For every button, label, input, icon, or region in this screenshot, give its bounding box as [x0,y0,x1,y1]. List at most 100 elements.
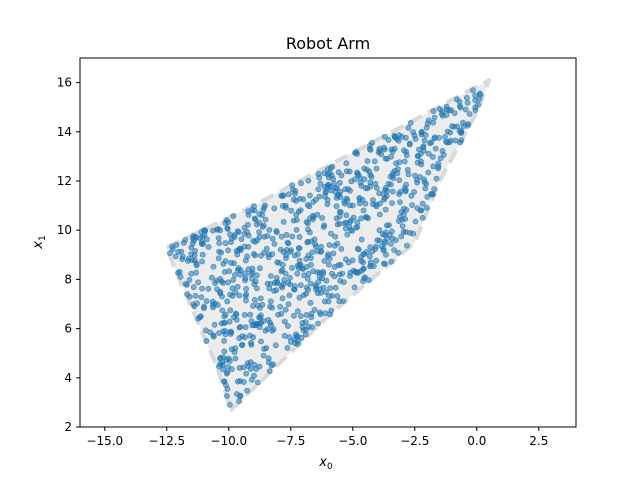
scatter-point [236,335,243,342]
scatter-point [359,196,366,203]
scatter-point [248,271,254,278]
scatter-point [306,192,313,199]
scatter-point [343,168,350,175]
scatter-point [278,192,285,199]
scatter-point [251,372,257,379]
scatter-point [208,274,215,281]
scatter-point [219,307,226,314]
scatter-point [382,155,389,162]
scatter-point [382,206,389,213]
scatter-point [300,292,307,299]
scatter-point [252,216,259,223]
scatter-point [422,185,429,192]
scatter-point [186,277,193,283]
scatter-point [347,187,353,194]
scatter-point [347,273,353,279]
scatter-point [326,293,332,299]
scatter-point [348,217,354,224]
scatter-point [381,260,387,267]
scatter-point [454,123,461,130]
scatter-point [266,226,273,233]
scatter-point [334,293,341,300]
scatter-point [317,180,324,187]
scatter-point [462,106,469,113]
scatter-point [216,240,223,247]
scatter-point [221,319,227,326]
scatter-point [425,150,432,157]
scatter-point [267,298,274,305]
scatter-point [326,169,333,176]
scatter-point [381,133,388,140]
x-tick-label: −5.0 [338,434,367,448]
scatter-point [192,248,199,254]
scatter-point [259,223,266,230]
scatter-point [254,379,261,386]
scatter-point [234,378,241,385]
scatter-point [271,205,278,212]
scatter-point [464,99,471,106]
scatter-point [358,236,365,243]
scatter-point [269,235,276,242]
scatter-point [431,186,438,192]
scatter-point [360,265,367,272]
scatter-point [364,166,370,173]
scatter-point [305,252,312,259]
scatter-point [290,217,297,224]
scatter-point [347,227,354,233]
scatter-point [357,175,364,181]
scatter-point [169,246,176,253]
scatter-point [269,251,276,257]
scatter-point [290,312,297,319]
scatter-point [224,369,231,376]
scatter-point [243,285,249,292]
scatter-point [190,284,197,291]
scatter-point [228,259,234,266]
scatter-point [430,191,436,198]
scatter-point [419,214,426,221]
scatter-point [227,307,234,314]
scatter-point [373,203,380,210]
scatter-point [236,364,243,371]
scatter-point [268,362,275,369]
scatter-point [376,237,383,244]
scatter-point [382,194,388,201]
scatter-point [435,134,442,141]
scatter-point [297,262,304,268]
scatter-point [375,149,382,156]
scatter-point [370,197,376,203]
scatter-point [376,211,383,218]
scatter-point [280,218,287,225]
scatter-point [395,249,402,256]
scatter-point [279,284,286,291]
scatter-point [217,290,224,297]
scatter-point [287,248,294,255]
scatter-point [279,295,286,302]
scatter-point [269,304,276,311]
scatter-point [308,314,315,321]
scatter-point [447,129,454,136]
scatter-point [463,94,470,101]
scatter-point [248,318,255,324]
scatter-point [360,207,367,214]
scatter-point [334,192,341,199]
scatter-point [430,119,437,126]
scatter-point [285,191,292,198]
scatter-point [296,294,303,301]
scatter-point [220,354,227,361]
scatter-point [432,145,439,152]
scatter-point [221,337,227,344]
scatter-point [226,401,233,408]
scatter-point [425,169,432,176]
scatter-point [334,221,341,228]
scatter-point [343,212,350,219]
scatter-point [423,124,430,131]
scatter-point [224,225,231,232]
y-tick-label: 8 [64,272,72,286]
scatter-point [431,114,438,121]
scatter-point [298,180,304,187]
scatter-point [415,153,422,160]
y-axis-label-subscript: 1 [38,235,48,241]
x-tick-label: −12.5 [148,434,185,448]
scatter-point [202,327,209,334]
